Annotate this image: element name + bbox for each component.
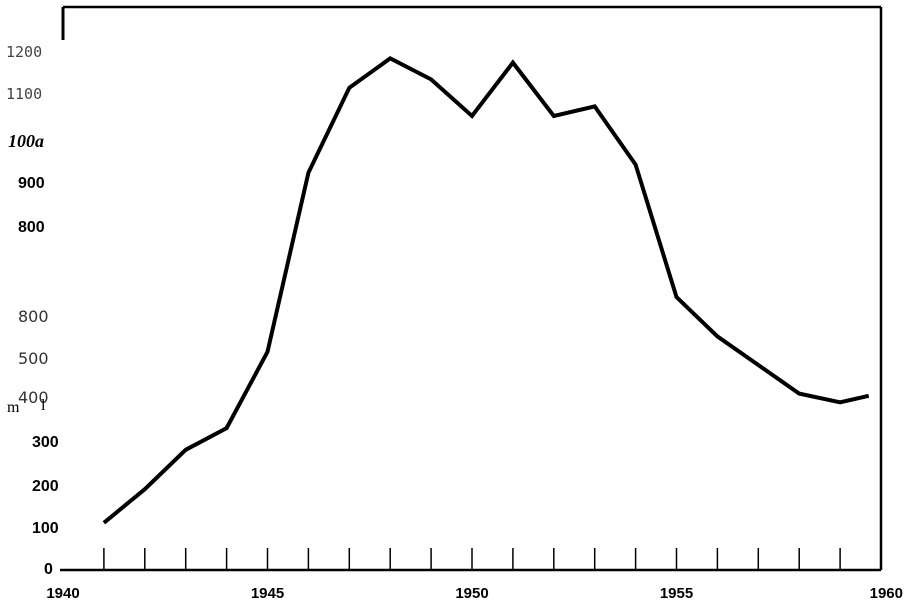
stray-labels: m l (7, 397, 46, 416)
y-axis-tick-labels: 1200 1100 100a 900 800 800 500 400 300 200 100 0 (6, 43, 59, 578)
y-tick-label: 800 (18, 307, 49, 326)
x-tick-label: 1940 (46, 585, 79, 602)
x-tick-label: 1955 (660, 585, 693, 602)
y-tick-label: 200 (32, 478, 59, 495)
x-axis-tick-labels: 1940 1945 1950 1955 1960 (46, 585, 903, 602)
series-line (102, 56, 870, 525)
y-tick-label: 300 (32, 434, 59, 451)
series-layer (102, 56, 870, 525)
plot-frame (60, 5, 883, 572)
x-axis-ticks (103, 548, 882, 570)
x-tick-label: 1950 (455, 585, 488, 602)
y-tick-label: 1100 (6, 85, 42, 103)
stray-label-l: l (41, 397, 46, 414)
y-tick-label: 900 (18, 175, 45, 192)
y-tick-label: 500 (18, 349, 49, 368)
y-tick-label: 0 (44, 561, 53, 578)
stray-label-m: m (7, 399, 20, 416)
x-tick-label: 1945 (251, 585, 284, 602)
y-tick-label: 1200 (6, 43, 42, 61)
y-tick-label: 100 (32, 520, 59, 537)
y-tick-label: 400 (18, 388, 49, 407)
y-tick-label: 800 (18, 219, 45, 236)
x-tick-label: 1960 (870, 585, 903, 602)
y-tick-label: 100a (8, 131, 44, 151)
